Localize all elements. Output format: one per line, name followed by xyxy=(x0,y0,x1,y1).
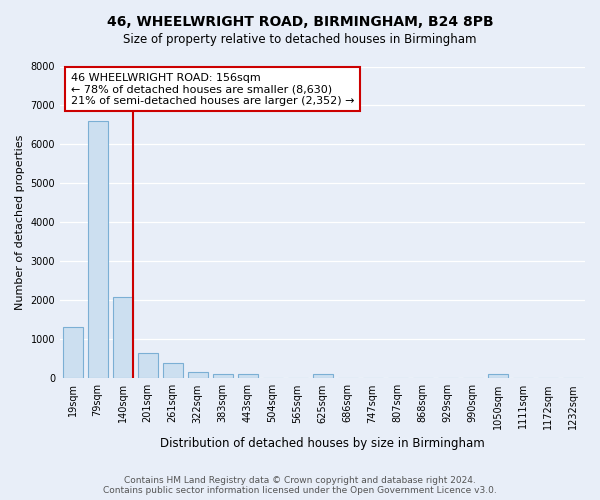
X-axis label: Distribution of detached houses by size in Birmingham: Distribution of detached houses by size … xyxy=(160,437,485,450)
Bar xyxy=(488,374,508,378)
Bar xyxy=(88,121,107,378)
Text: Contains HM Land Registry data © Crown copyright and database right 2024.
Contai: Contains HM Land Registry data © Crown c… xyxy=(103,476,497,495)
Bar xyxy=(163,364,182,378)
Bar xyxy=(188,372,208,378)
Bar xyxy=(212,374,233,378)
Text: Size of property relative to detached houses in Birmingham: Size of property relative to detached ho… xyxy=(123,32,477,46)
Y-axis label: Number of detached properties: Number of detached properties xyxy=(15,134,25,310)
Bar xyxy=(238,374,257,378)
Text: 46 WHEELWRIGHT ROAD: 156sqm
← 78% of detached houses are smaller (8,630)
21% of : 46 WHEELWRIGHT ROAD: 156sqm ← 78% of det… xyxy=(71,72,354,106)
Text: 46, WHEELWRIGHT ROAD, BIRMINGHAM, B24 8PB: 46, WHEELWRIGHT ROAD, BIRMINGHAM, B24 8P… xyxy=(107,15,493,29)
Bar xyxy=(113,297,133,378)
Bar xyxy=(62,327,83,378)
Bar xyxy=(137,353,158,378)
Bar xyxy=(313,374,332,378)
